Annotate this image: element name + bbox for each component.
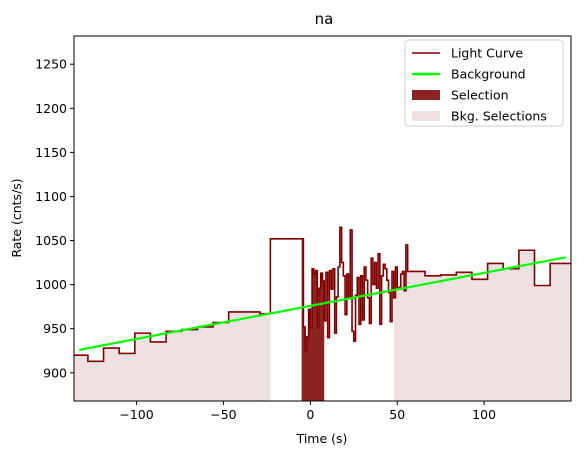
x-tick-label: 0: [306, 407, 314, 422]
x-tick-label: −100: [119, 407, 153, 422]
legend-swatch-3: [412, 111, 440, 121]
y-tick-label: 1100: [35, 189, 67, 204]
bkg-selection-region-1: [393, 244, 571, 401]
background-line: [79, 256, 566, 351]
legend-label-0: Light Curve: [451, 46, 523, 61]
y-tick-label: 1000: [35, 277, 67, 292]
x-axis-label: Time (s): [296, 431, 348, 446]
y-tick-label: 1150: [35, 145, 67, 160]
y-tick-label: 950: [43, 321, 67, 336]
legend-label-1: Background: [451, 67, 526, 82]
x-tick-label: 50: [389, 407, 405, 422]
plot-frame: [73, 35, 572, 402]
legend-swatch-2: [412, 90, 440, 100]
x-tick-label: 100: [472, 407, 496, 422]
legend-box: [404, 39, 564, 127]
y-tick-label: 1050: [35, 233, 67, 248]
legend: Light Curve Background Selection Bkg. Selec…: [404, 39, 564, 127]
light-curve-line: [74, 226, 571, 363]
y-tick-label: 1200: [35, 101, 67, 116]
legend-label-3: Bkg. Selections: [451, 109, 547, 124]
selection-region-0: [301, 238, 325, 401]
chart-title: na: [315, 10, 334, 28]
bkg-selection-region-0: [74, 311, 271, 401]
y-axis-label: Rate (cnts/s): [9, 178, 24, 257]
plot-area: [74, 226, 571, 401]
legend-label-2: Selection: [451, 88, 509, 103]
y-tick-label: 1250: [35, 57, 67, 72]
axes: −100 −50 0 50 100 900 950 1000 1050 1100 1150 1200 1…: [35, 35, 572, 422]
y-tick-label: 900: [43, 365, 67, 380]
x-tick-label: −50: [210, 407, 236, 422]
